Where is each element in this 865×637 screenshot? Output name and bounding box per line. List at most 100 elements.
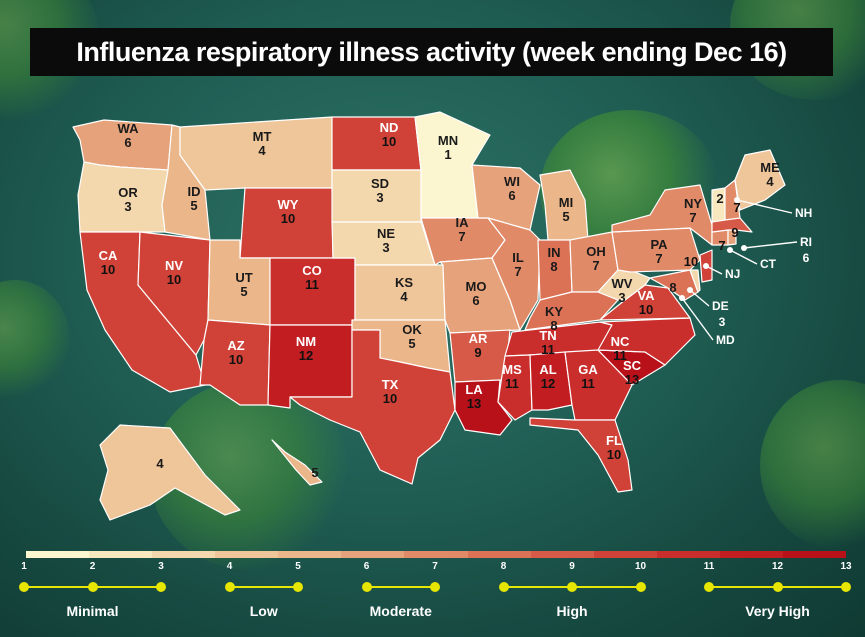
state-value-ky: 8 xyxy=(550,318,557,333)
state-abbr-al: AL xyxy=(539,362,556,377)
category-label-very-high: Very High xyxy=(745,603,810,619)
state-il[interactable] xyxy=(487,217,541,331)
state-value-il: 7 xyxy=(514,264,521,279)
category-dot xyxy=(567,582,577,592)
state-ms[interactable] xyxy=(497,354,533,421)
state-value-vt: 2 xyxy=(716,191,723,206)
state-abbr-tx: TX xyxy=(382,377,399,392)
scale-segment-8 xyxy=(467,551,531,558)
state-value-ma: 9 xyxy=(731,225,738,240)
callout-line-md xyxy=(681,297,714,341)
state-abbr-ia: IA xyxy=(456,215,470,230)
state-abbr-in: IN xyxy=(548,245,561,260)
state-value-wi: 6 xyxy=(508,188,515,203)
state-abbr-sd: SD xyxy=(371,176,389,191)
callout-dot-de xyxy=(687,287,693,293)
state-mt[interactable] xyxy=(179,116,333,191)
state-abbr-wv: WV xyxy=(612,276,633,291)
state-hi[interactable] xyxy=(271,439,323,486)
state-value-nd: 10 xyxy=(382,134,396,149)
state-value-tn: 11 xyxy=(541,342,555,357)
state-tx[interactable] xyxy=(289,329,456,485)
scale-tick-1: 1 xyxy=(21,561,27,572)
state-value-co: 11 xyxy=(305,277,319,292)
state-me[interactable] xyxy=(734,149,786,211)
callout-dot-nh xyxy=(734,197,740,203)
scale-segment-2 xyxy=(89,551,153,558)
state-value-nm: 12 xyxy=(299,348,313,363)
state-value-ms: 11 xyxy=(505,376,519,391)
state-md[interactable] xyxy=(649,269,699,301)
category-dot xyxy=(293,582,303,592)
callout-label-nh: NH xyxy=(795,206,812,220)
callout-label-md: MD xyxy=(716,333,735,347)
scale-segment-5 xyxy=(278,551,342,558)
state-value-ne: 3 xyxy=(382,240,389,255)
state-abbr-wi: WI xyxy=(504,174,520,189)
callout-line-ct xyxy=(729,249,758,265)
scale-segment-4 xyxy=(215,551,279,558)
state-abbr-ms: MS xyxy=(502,362,522,377)
category-dot xyxy=(498,582,509,592)
state-value-nv: 10 xyxy=(167,272,181,287)
state-nd[interactable] xyxy=(331,116,422,171)
state-abbr-ok: OK xyxy=(402,322,422,337)
state-value-tx: 10 xyxy=(383,391,397,406)
callout-dot-md xyxy=(679,295,685,301)
state-va[interactable] xyxy=(599,284,691,321)
state-abbr-nm: NM xyxy=(296,334,316,349)
state-abbr-la: LA xyxy=(465,382,483,397)
state-nc[interactable] xyxy=(597,317,696,366)
state-abbr-mt: MT xyxy=(253,129,272,144)
scale-tick-5: 5 xyxy=(295,561,301,572)
scale-tick-4: 4 xyxy=(226,561,233,572)
state-value-wy: 10 xyxy=(281,211,295,226)
state-abbr-pa: PA xyxy=(650,237,668,252)
state-value-hi: 5 xyxy=(311,465,318,480)
scale-tick-12: 12 xyxy=(771,561,784,572)
state-labels: WA6OR3CA10ID5NV10MT4WY10UT5AZ10CO11NM12N… xyxy=(99,120,780,480)
scale-segment-11 xyxy=(656,551,720,558)
category-line xyxy=(366,586,435,588)
state-value-nj: 10 xyxy=(684,254,698,269)
state-ak[interactable] xyxy=(99,424,241,521)
callout-label-nj: NJ xyxy=(725,267,740,281)
callout-line-nh xyxy=(736,199,793,214)
state-value-ok: 5 xyxy=(408,336,415,351)
category-dot xyxy=(635,582,646,592)
state-value-de: 3 xyxy=(719,315,726,329)
state-la[interactable] xyxy=(454,379,513,436)
state-abbr-mo: MO xyxy=(466,279,487,294)
scale-tick-13: 13 xyxy=(840,561,852,572)
state-value-ut: 5 xyxy=(240,284,247,299)
state-abbr-nv: NV xyxy=(165,258,183,273)
state-abbr-tn: TN xyxy=(539,328,556,343)
state-de[interactable] xyxy=(689,269,701,293)
state-abbr-or: OR xyxy=(118,185,138,200)
state-value-ak: 4 xyxy=(156,456,164,471)
state-value-az: 10 xyxy=(229,352,243,367)
scale-tick-9: 9 xyxy=(569,561,575,572)
state-abbr-ks: KS xyxy=(395,275,413,290)
state-abbr-ut: UT xyxy=(235,270,252,285)
callout-label-de: DE xyxy=(712,299,729,313)
title-bar: Influenza respiratory illness activity (… xyxy=(30,28,833,76)
scale-segment-13 xyxy=(782,551,847,558)
category-dot xyxy=(361,582,372,592)
state-fl[interactable] xyxy=(529,417,633,493)
state-abbr-mn: MN xyxy=(438,133,458,148)
state-value-ct: 7 xyxy=(718,238,725,253)
state-al[interactable] xyxy=(529,351,573,411)
scale-tick-11: 11 xyxy=(703,561,715,572)
state-value-mt: 4 xyxy=(258,143,266,158)
state-value-ia: 7 xyxy=(458,229,465,244)
state-value-va: 10 xyxy=(639,302,653,317)
state-abbr-mi: MI xyxy=(559,195,573,210)
state-abbr-wa: WA xyxy=(118,121,140,136)
state-abbr-ga: GA xyxy=(578,362,598,377)
state-value-mo: 6 xyxy=(472,293,479,308)
state-value-wa: 6 xyxy=(124,135,131,150)
scale-tick-8: 8 xyxy=(500,561,507,572)
state-abbr-az: AZ xyxy=(227,338,244,353)
